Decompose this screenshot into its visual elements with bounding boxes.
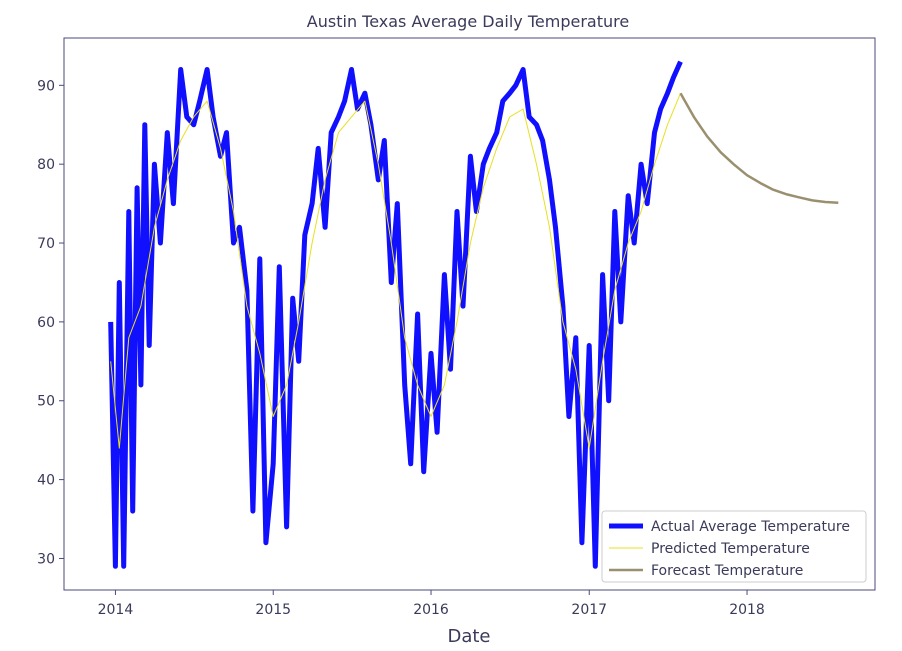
legend-label: Actual Average Temperature [651,519,850,535]
y-tick-label: 50 [37,394,55,410]
series-line-2 [110,93,681,449]
series-layer [108,60,839,569]
series-line-3 [679,92,839,205]
y-tick-label: 70 [37,236,55,252]
x-tick-label: 2015 [255,602,291,618]
y-axis-ticks: 30 40 50 60 70 80 90 [37,78,64,567]
y-tick-label: 30 [37,551,55,567]
chart-title: Austin Texas Average Daily Temperature [307,12,629,31]
y-tick-label: 80 [37,157,55,173]
plot-area [63,37,876,591]
legend-box [601,510,867,583]
x-axis-label: Date [447,626,490,647]
series-line-1 [108,60,683,569]
y-tick-label: 90 [37,78,55,94]
y-tick-label: 60 [37,315,55,331]
x-tick-label: 2017 [571,602,607,618]
legend-label: Predicted Temperature [651,541,810,557]
y-tick-label: 40 [37,473,55,489]
x-tick-label: 2018 [729,602,765,618]
x-tick-label: 2016 [413,602,449,618]
x-axis-ticks: 2014 2015 2016 2017 2018 [98,590,765,618]
x-tick-label: 2014 [98,602,134,618]
legend: Actual Average Temperature Predicted Temp… [601,510,867,583]
legend-label: Forecast Temperature [651,563,803,579]
